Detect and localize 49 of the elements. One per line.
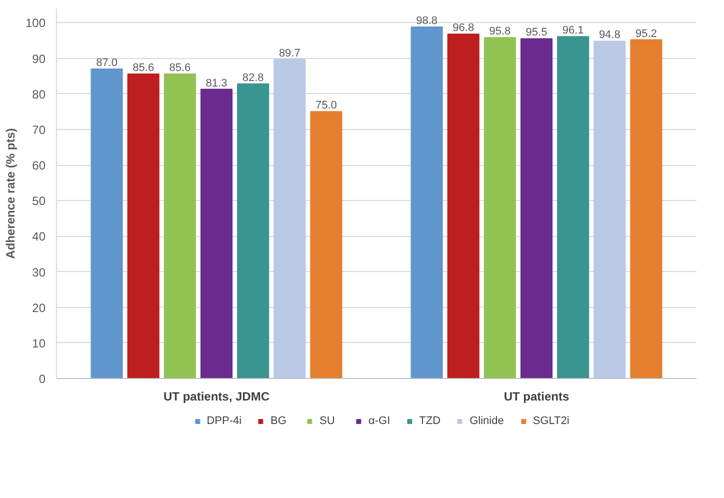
y-tick-label: 100 [25, 16, 46, 30]
legend-label: Glinide [470, 415, 504, 427]
bar [484, 37, 516, 378]
data-label: 85.6 [169, 62, 191, 74]
y-tick-label: 90 [32, 52, 46, 66]
data-label: 96.1 [562, 24, 584, 37]
y-tick-label: 0 [38, 372, 46, 386]
bar [274, 58, 306, 378]
bar [164, 73, 196, 378]
data-label: 89.7 [278, 47, 300, 60]
legend-label: α-GI [368, 415, 390, 427]
legend-label: SGLT2i [532, 415, 570, 427]
bar [447, 34, 480, 378]
bar [310, 111, 342, 378]
y-tick-label: 40 [32, 230, 46, 244]
data-label: 85.6 [132, 62, 154, 74]
y-tick-label: 30 [32, 265, 46, 280]
data-label: 81.3 [206, 77, 228, 90]
y-tick-label: 50 [32, 194, 46, 208]
y-tick-label: 70 [32, 122, 46, 137]
y-tick-label: 60 [32, 158, 46, 173]
x-tick-label: UT patients, JDMC [163, 390, 270, 404]
legend-label: SU [320, 415, 336, 427]
data-label: 98.8 [416, 15, 438, 27]
data-label: 82.8 [242, 72, 264, 84]
bar [90, 68, 123, 378]
legend-label: DPP-4i [206, 415, 242, 427]
data-label: 95.5 [526, 26, 548, 39]
y-tick-label: 20 [32, 300, 46, 315]
legend-label: TZD [419, 415, 441, 427]
data-label: 96.8 [452, 22, 474, 34]
data-label: 95.8 [489, 26, 511, 38]
x-tick-label: UT patients [504, 390, 570, 404]
legend-label: BG [270, 415, 288, 427]
data-label: 95.2 [636, 28, 657, 40]
bar [410, 26, 443, 378]
data-label: 94.8 [598, 29, 620, 42]
data-label: 87.0 [96, 56, 118, 69]
bar [237, 83, 270, 378]
data-label: 75.0 [316, 100, 337, 112]
y-axis-title: Adherence rate (% pts) [3, 128, 18, 259]
bar [594, 40, 626, 378]
bar [520, 38, 553, 378]
bar [630, 39, 662, 378]
y-tick-label: 10 [32, 336, 46, 350]
y-tick-label: 80 [32, 87, 46, 102]
bar [200, 88, 233, 378]
bar [557, 36, 590, 378]
bar [127, 73, 160, 378]
